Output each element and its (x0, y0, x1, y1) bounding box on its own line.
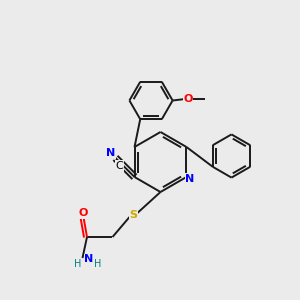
Text: C: C (116, 161, 123, 171)
Text: N: N (106, 148, 116, 158)
Text: O: O (184, 94, 193, 104)
Text: H: H (94, 259, 101, 269)
Text: H: H (74, 259, 82, 269)
Text: N: N (185, 173, 195, 184)
Text: S: S (130, 209, 137, 220)
Text: N: N (85, 254, 94, 265)
Text: O: O (79, 208, 88, 218)
